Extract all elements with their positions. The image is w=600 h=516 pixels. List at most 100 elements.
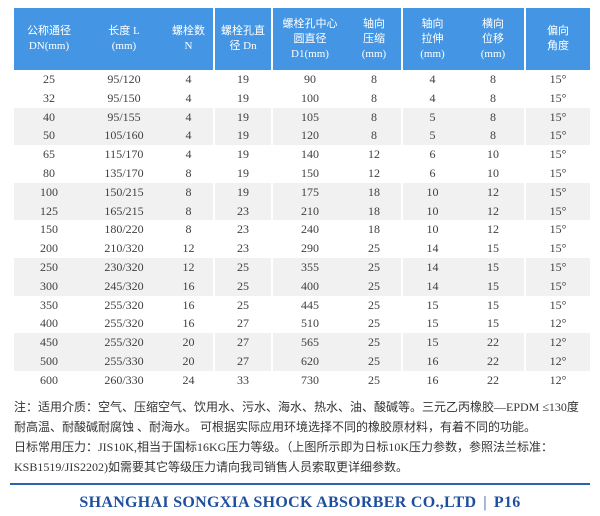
- table-cell: 25: [43, 72, 55, 86]
- table-cell: 12°: [525, 351, 590, 371]
- table-cell: 22: [462, 333, 526, 352]
- table-cell: 8: [164, 201, 215, 221]
- table-row: 300 245/320 16 25 400 25 14 15 15°: [14, 276, 590, 296]
- table-cell: 4: [164, 107, 215, 127]
- table-cell: 15°: [525, 201, 590, 221]
- table-cell: 4: [164, 70, 215, 89]
- table-cell: 400: [40, 316, 58, 331]
- table-cell: 8: [347, 107, 403, 127]
- table-cell: 14: [426, 241, 439, 256]
- table-row: 32 95/150 4 19 100 8 4 8 15°: [14, 88, 590, 108]
- table-cell: 8: [164, 220, 215, 240]
- table-cell: 125: [14, 201, 84, 221]
- table-cell: 140: [301, 147, 319, 162]
- table-cell: 8: [462, 107, 526, 127]
- table-cell: 255/320: [104, 316, 144, 331]
- table-row: 65 115/170 4 19 140 12 6 10 15°: [14, 145, 590, 164]
- table-cell: 15°: [549, 297, 567, 312]
- table-cell: 15: [426, 316, 439, 331]
- table-cell: 6: [429, 165, 436, 180]
- table-cell: 15°: [525, 126, 590, 146]
- table-cell: 25: [214, 276, 273, 296]
- table-cell: 15: [462, 314, 526, 334]
- table-cell: 500: [14, 351, 84, 371]
- page-number: P16: [493, 493, 521, 511]
- table-cell: 255/320: [104, 297, 144, 312]
- table-row: 25 95/120 4 19 90 8 4 8 15°: [14, 70, 590, 89]
- header-row: 公称通径 DN(mm) 长度 L (mm) 螺栓数 N 螺栓孔直 径 Dn 螺栓孔中心 …: [14, 8, 590, 70]
- table-cell: 12°: [525, 333, 590, 352]
- table-cell: 65: [43, 147, 55, 162]
- table-cell: 15°: [525, 276, 590, 296]
- table-cell: 18: [347, 220, 403, 240]
- table-cell: 25: [347, 314, 403, 334]
- table-cell: 175: [272, 182, 347, 202]
- table-cell: 32: [43, 90, 55, 105]
- table-cell: 165/215: [84, 201, 164, 221]
- table-cell: 8: [347, 70, 403, 89]
- table-cell: 600: [40, 372, 58, 387]
- table-row: 80 135/170 8 19 150 12 6 10 15°: [14, 163, 590, 183]
- table-cell: 90: [304, 72, 316, 86]
- table-cell: 8: [164, 163, 215, 183]
- table-cell: 23: [214, 220, 273, 240]
- table-cell: 4: [429, 90, 436, 105]
- table-cell: 355: [272, 257, 347, 277]
- table-cell: 250: [14, 257, 84, 277]
- table-cell: 15°: [549, 90, 567, 105]
- table-cell: 12°: [549, 372, 567, 387]
- table-cell: 16: [426, 372, 439, 387]
- table-cell: 15: [462, 276, 526, 296]
- table-cell: 19: [214, 145, 273, 164]
- table-cell: 260/330: [104, 372, 144, 387]
- table-row: 350 255/320 16 25 445 25 15 15 15°: [14, 295, 590, 315]
- table-row: 50 105/160 4 19 120 8 5 8 15°: [14, 126, 590, 146]
- table-cell: 150/215: [84, 182, 164, 202]
- table-cell: 15°: [549, 222, 567, 237]
- table-cell: 15: [462, 239, 526, 258]
- spec-table-body: 25 95/120 4 19 90 8 4 8 15° 32 95/150 4 19 100 8 4 8 15° 4…: [14, 70, 590, 390]
- table-cell: 350: [40, 297, 58, 312]
- table-cell: 20: [164, 333, 215, 352]
- table-cell: 255/320: [84, 333, 164, 352]
- table-cell: 245/320: [84, 276, 164, 296]
- table-cell: 105/160: [84, 126, 164, 146]
- table-cell: 15°: [549, 241, 567, 256]
- table-cell: 25: [347, 239, 403, 258]
- table-row: 400 255/320 16 27 510 25 15 15 12°: [14, 314, 590, 334]
- notes: 注：适用介质：空气、压缩空气、饮用水、污水、海水、热水、油、酸碱等。三元乙丙橡胶…: [14, 397, 590, 477]
- table-cell: 15: [426, 297, 439, 312]
- table-cell: 290: [301, 241, 319, 256]
- table-cell: 8: [347, 126, 403, 146]
- table-cell: 27: [214, 314, 273, 334]
- table-cell: 95/155: [84, 107, 164, 127]
- table-cell: 25: [347, 351, 403, 371]
- table-cell: 25: [347, 276, 403, 296]
- table-cell: 510: [301, 316, 319, 331]
- table-cell: 105: [272, 107, 347, 127]
- table-cell: 445: [301, 297, 319, 312]
- table-cell: 19: [214, 163, 273, 183]
- table-cell: 565: [272, 333, 347, 352]
- table-cell: 25: [347, 370, 403, 390]
- table-cell: 16: [402, 351, 462, 371]
- table-cell: 210/320: [104, 241, 144, 256]
- header-cell: 螺栓孔直 径 Dn: [214, 8, 273, 70]
- table-cell: 16: [164, 276, 215, 296]
- table-cell: 15°: [549, 165, 567, 180]
- table-cell: 12: [164, 257, 215, 277]
- table-cell: 27: [214, 351, 273, 371]
- table-row: 250 230/320 12 25 355 25 14 15 15°: [14, 257, 590, 277]
- header-cell: 偏向 角度: [525, 8, 590, 70]
- table-cell: 16: [164, 314, 215, 334]
- table-cell: 15°: [525, 107, 590, 127]
- header-cell: 螺栓数 N: [164, 8, 215, 70]
- table-cell: 8: [164, 182, 215, 202]
- header-cell: 轴向 拉伸 (mm): [402, 8, 462, 70]
- table-cell: 120: [272, 126, 347, 146]
- table-cell: 12°: [549, 316, 567, 331]
- table-cell: 730: [301, 372, 319, 387]
- table-cell: 4: [429, 72, 436, 86]
- table-cell: 19: [214, 107, 273, 127]
- table-cell: 24: [164, 370, 215, 390]
